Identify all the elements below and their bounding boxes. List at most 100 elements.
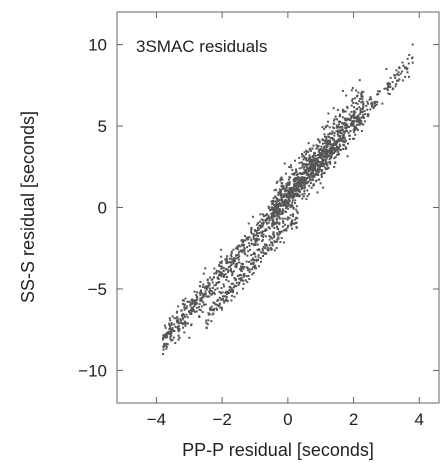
scatter-point [343,137,346,140]
scatter-point [213,284,216,287]
scatter-point [248,271,251,273]
scatter-point [203,292,206,295]
scatter-point [225,262,228,265]
scatter-point [339,113,341,116]
scatter-point [280,189,283,192]
scatter-point [253,259,256,261]
scatter-point [338,115,341,118]
scatter-point [295,171,298,174]
scatter-point [198,315,200,318]
scatter-point [345,118,348,121]
scatter-point [252,233,255,236]
scatter-point [246,246,248,249]
scatter-point [257,234,259,237]
scatter-point [294,159,296,162]
scatter-point [317,165,320,168]
scatter-point [295,221,298,224]
scatter-point [346,105,349,108]
scatter-point [388,93,391,96]
scatter-point [267,207,270,209]
scatter-point [280,237,283,239]
scatter-point [328,126,331,129]
scatter-point [358,123,361,126]
scatter-point [301,162,304,165]
scatter-point [336,133,339,136]
scatter-point [310,172,313,174]
scatter-point [210,293,213,296]
scatter-point [405,66,408,69]
scatter-point [290,166,293,169]
scatter-point [332,152,335,154]
scatter-point [327,167,330,169]
scatter-point [264,235,267,238]
scatter-point [261,249,264,252]
scatter-point [336,153,339,156]
scatter-point [208,289,211,292]
y-tick-label: 0 [98,199,107,218]
scatter-point [300,177,303,179]
scatter-point [251,268,254,271]
scatter-point [275,213,278,216]
scatter-point [344,126,347,129]
scatter-point [325,143,328,146]
scatter-point [288,192,291,195]
scatter-point [272,197,275,200]
scatter-point [201,286,204,288]
scatter-point [222,299,225,302]
scatter-point [237,245,240,248]
scatter-point [281,217,284,220]
scatter-point [301,173,304,175]
scatter-point [220,271,223,274]
scatter-point [331,153,333,156]
scatter-point [209,287,212,290]
scatter-point [325,163,328,166]
scatter-point [301,153,304,155]
scatter-point [225,257,228,260]
scatter-point [226,255,229,258]
scatter-point [261,225,264,228]
scatter-point [266,217,268,220]
scatter-point [280,196,283,199]
scatter-point [200,305,203,308]
scatter-point [261,222,263,225]
scatter-point [284,194,287,197]
scatter-point [301,155,304,158]
scatter-point [252,262,255,265]
scatter-point [235,264,238,267]
scatter-point [173,323,176,326]
scatter-point [359,97,362,100]
scatter-point [360,101,363,104]
scatter-point [249,248,252,251]
scatter-point [301,164,304,167]
scatter-point [302,186,304,189]
scatter-point [183,303,186,306]
scatter-point [272,202,274,205]
scatter-point [240,267,243,269]
scatter-point [191,300,194,303]
scatter-point [287,200,290,203]
scatter-point [356,102,359,105]
scatter-point [210,278,213,281]
scatter-point [240,243,243,246]
scatter-point [295,187,298,190]
scatter-point [331,148,334,151]
scatter-point [351,124,354,127]
scatter-point [297,185,300,188]
scatter-point [325,146,328,149]
scatter-point [277,228,280,230]
y-tick-label: −5 [88,280,107,299]
scatter-point [297,193,300,196]
scatter-point [225,260,228,263]
scatter-point [233,284,236,287]
scatter-point [189,303,192,306]
scatter-point [274,215,277,218]
scatter-point [248,278,251,280]
scatter-point [222,297,224,300]
scatter-point [278,202,281,204]
scatter-point [401,70,404,73]
scatter-point [256,248,259,251]
scatter-point [277,237,280,240]
scatter-point [170,322,173,325]
scatter-point [397,74,400,77]
scatter-point [303,166,306,168]
